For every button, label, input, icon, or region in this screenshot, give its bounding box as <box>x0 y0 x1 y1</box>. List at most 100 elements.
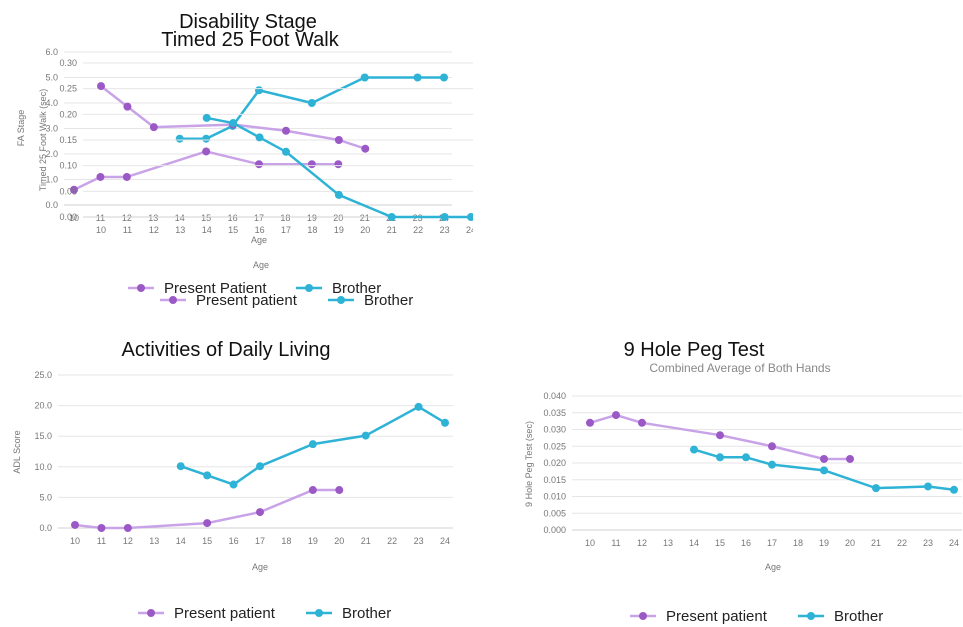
y-tick-label: 6.0 <box>45 47 58 57</box>
data-point-brother <box>467 213 473 221</box>
y-tick-label: 0.025 <box>543 441 566 451</box>
x-tick-label: 14 <box>175 213 185 223</box>
y-tick-label: 10.0 <box>34 462 52 472</box>
chart-activities-daily-living-svg: Activities of Daily Living ADL Score Age… <box>12 339 453 622</box>
x-tick-label: 18 <box>793 538 803 548</box>
data-point-brother <box>414 402 423 411</box>
data-point-brother <box>872 484 880 493</box>
chart-timed-25-foot-walk-svg: Timed 25 Foot Walk Timed 25 Foot Walk (s… <box>38 29 473 309</box>
data-point-brother <box>742 453 750 462</box>
data-point-present <box>361 144 370 153</box>
data-point-present <box>612 411 620 420</box>
y-tick-label: 25.0 <box>34 370 52 380</box>
data-point-brother <box>256 462 264 471</box>
x-axis-label: Age <box>765 562 781 572</box>
x-tick-label: 10 <box>96 225 106 235</box>
y-tick-label: 0.20 <box>59 109 77 119</box>
x-tick-label: 15 <box>201 213 211 223</box>
x-tick-label: 22 <box>413 225 423 235</box>
legend-label-brother: Brother <box>364 292 413 309</box>
data-point-brother <box>440 213 449 221</box>
series-line-brother <box>180 405 446 486</box>
data-point-brother <box>820 466 828 475</box>
y-tick-label: 1.0 <box>45 175 58 185</box>
y-tick-label: 0.005 <box>543 508 566 518</box>
data-point-present <box>307 160 316 169</box>
data-point-brother <box>690 445 698 454</box>
chart-activities-daily-living: Activities of Daily Living ADL Score Age… <box>0 320 470 627</box>
x-tick-label: 11 <box>611 538 620 548</box>
x-tick-label: 10 <box>69 213 79 223</box>
chart-disability-stage-svg: Disability Stage FA Stage Age 0.0 1.0 2.0 3… <box>16 11 452 297</box>
x-tick-label: 19 <box>819 538 829 548</box>
data-point-brother <box>440 73 448 82</box>
x-tick-label: 16 <box>228 213 238 223</box>
y-axis-label: ADL Score <box>12 430 22 473</box>
x-tick-label: 13 <box>663 538 673 548</box>
legend-marker-present <box>137 284 145 292</box>
x-tick-label: 23 <box>414 536 424 546</box>
legend-label-brother: Brother <box>342 605 391 622</box>
chart-subtitle: Combined Average of Both Hands <box>649 361 830 375</box>
data-point-present <box>768 442 776 451</box>
data-point-brother <box>334 190 343 199</box>
legend-marker-present <box>639 612 647 620</box>
y-tick-label: 4.0 <box>45 98 58 108</box>
y-tick-label: 0.25 <box>59 84 77 94</box>
x-tick-label: 24 <box>949 538 959 548</box>
data-point-brother <box>282 147 290 156</box>
x-tick-label: 24 <box>440 536 450 546</box>
data-point-present <box>282 126 290 135</box>
x-tick-label: 22 <box>897 538 907 548</box>
y-tick-label: 0.020 <box>543 458 566 468</box>
data-point-present <box>123 524 132 532</box>
x-tick-label: 17 <box>255 536 265 546</box>
data-point-present <box>71 520 79 529</box>
data-point-brother <box>176 462 185 471</box>
data-point-brother <box>202 113 211 122</box>
data-point-brother <box>768 460 776 469</box>
y-tick-label: 0.0 <box>45 200 58 210</box>
x-tick-label: 18 <box>307 225 317 235</box>
series-line-brother <box>179 76 444 140</box>
chart-9-hole-peg-test-svg: 9 Hole Peg Test Combined Average of Both… <box>524 339 962 625</box>
legend-marker-brother <box>315 609 323 617</box>
data-point-present <box>820 454 828 463</box>
data-point-present <box>203 519 212 528</box>
x-tick-label: 19 <box>307 213 317 223</box>
y-tick-label: 3.0 <box>45 124 58 134</box>
data-point-present <box>716 431 724 440</box>
y-tick-label: 0.15 <box>59 135 77 145</box>
data-point-brother <box>360 73 369 82</box>
x-tick-label: 18 <box>280 213 290 223</box>
x-tick-label: 23 <box>923 538 933 548</box>
y-tick-label: 0.05 <box>59 186 77 196</box>
x-tick-label: 21 <box>360 213 370 223</box>
x-tick-label: 15 <box>715 538 725 548</box>
x-tick-label: 20 <box>333 213 343 223</box>
legend-label-brother: Brother <box>834 608 883 625</box>
y-tick-label: 2.0 <box>45 149 58 159</box>
y-tick-label: 0.010 <box>543 492 566 502</box>
x-tick-label: 20 <box>334 536 344 546</box>
x-tick-label: 13 <box>175 225 185 235</box>
chart-title: 9 Hole Peg Test <box>624 339 765 361</box>
data-point-brother <box>229 480 238 489</box>
data-point-brother <box>413 73 422 82</box>
x-tick-label: 17 <box>281 225 291 235</box>
y-tick-label: 0.040 <box>543 391 566 401</box>
x-tick-label: 17 <box>767 538 777 548</box>
y-tick-label: 15.0 <box>34 431 52 441</box>
data-point-brother <box>203 471 212 480</box>
x-tick-label: 13 <box>149 536 159 546</box>
x-tick-label: 13 <box>148 213 158 223</box>
x-axis-label: Age <box>251 235 267 245</box>
y-tick-label: 0.10 <box>59 161 77 171</box>
x-tick-label: 16 <box>255 225 265 235</box>
series-line-present <box>100 85 366 150</box>
x-tick-label: 19 <box>308 536 318 546</box>
y-tick-label: 0.030 <box>543 425 566 435</box>
y-tick-label: 0.035 <box>543 408 566 418</box>
x-tick-label: 23 <box>440 225 450 235</box>
chart-disability-stage: Disability Stage FA Stage Age 0.0 1.0 2.0 3… <box>0 0 470 310</box>
